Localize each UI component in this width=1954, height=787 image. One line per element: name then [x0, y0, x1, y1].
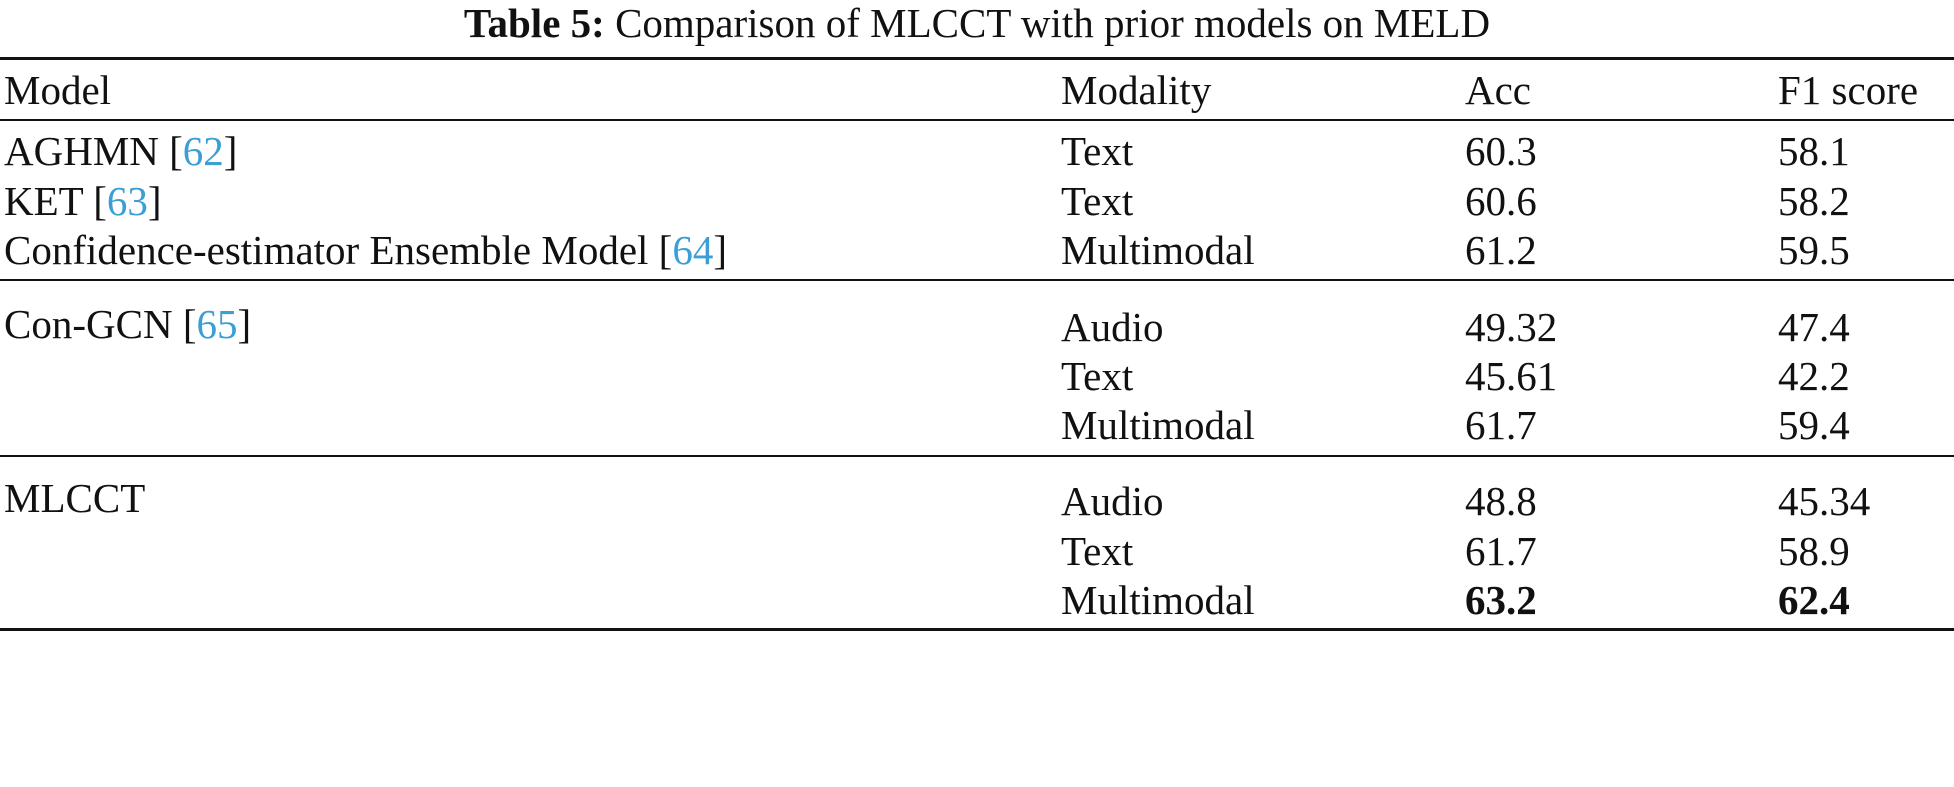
- model-name: Con-GCN [: [4, 301, 197, 347]
- model-name: AGHMN [: [4, 128, 183, 174]
- bottom-rule: [0, 628, 1954, 631]
- citation-link[interactable]: 63: [106, 178, 148, 224]
- bracket: ]: [223, 128, 238, 174]
- citation-link[interactable]: 65: [196, 301, 238, 347]
- header-model: Model: [4, 67, 112, 113]
- row-mlcct-audio-acc: 48.8: [1465, 478, 1537, 524]
- row-congcn-text-f1: 42.2: [1778, 353, 1850, 399]
- row-congcn-text-modality: Text: [1061, 353, 1134, 399]
- row-congcn-text-acc: 45.61: [1465, 353, 1558, 399]
- row-ensemble-f1: 59.5: [1778, 227, 1850, 273]
- row-ensemble-model: Confidence-estimator Ensemble Model [64]: [4, 226, 727, 274]
- bracket: ]: [713, 227, 727, 273]
- row-congcn-audio-modality: Audio: [1061, 304, 1164, 350]
- header-f1: F1 score: [1778, 67, 1919, 113]
- model-name: KET [: [4, 178, 107, 224]
- row-congcn-multimodal-f1: 59.4: [1778, 402, 1850, 448]
- header-acc: Acc: [1465, 67, 1532, 113]
- row-aghmn-acc: 60.3: [1465, 128, 1537, 174]
- citation-link[interactable]: 64: [672, 227, 714, 273]
- bracket: ]: [237, 301, 252, 347]
- row-mlcct-audio-modality: Audio: [1061, 478, 1164, 524]
- header-rule: [0, 119, 1954, 121]
- row-congcn-audio-f1: 47.4: [1778, 304, 1850, 350]
- header-modality: Modality: [1061, 67, 1212, 113]
- row-mlcct-audio-f1: 45.34: [1778, 478, 1871, 524]
- row-ensemble-modality: Multimodal: [1061, 227, 1255, 273]
- citation-link[interactable]: 62: [182, 128, 224, 174]
- row-congcn-multimodal-acc: 61.7: [1465, 402, 1537, 448]
- row-congcn-model: Con-GCN [65]: [4, 300, 251, 348]
- row-aghmn-modality: Text: [1061, 128, 1134, 174]
- row-mlcct-model: MLCCT: [4, 475, 146, 521]
- caption-label: Table 5:: [463, 0, 605, 46]
- top-rule: [0, 57, 1954, 60]
- row-mlcct-multimodal-acc: 63.2: [1465, 577, 1537, 623]
- row-mlcct-text-modality: Text: [1061, 528, 1134, 574]
- row-aghmn-f1: 58.1: [1778, 128, 1850, 174]
- row-congcn-audio-acc: 49.32: [1465, 304, 1558, 350]
- row-ket-f1: 58.2: [1778, 178, 1850, 224]
- row-ket-modality: Text: [1061, 178, 1134, 224]
- caption-text: Comparison of MLCCT with prior models on…: [615, 0, 1491, 46]
- row-mlcct-text-acc: 61.7: [1465, 528, 1537, 574]
- row-congcn-multimodal-modality: Multimodal: [1061, 402, 1255, 448]
- model-name: Confidence-estimator Ensemble Model [: [4, 227, 673, 273]
- row-aghmn-model: AGHMN [62]: [4, 127, 237, 175]
- row-mlcct-text-f1: 58.9: [1778, 528, 1850, 574]
- group-rule: [0, 279, 1954, 281]
- row-mlcct-multimodal-f1: 62.4: [1778, 577, 1850, 623]
- row-ensemble-acc: 61.2: [1465, 227, 1537, 273]
- bracket: ]: [147, 178, 162, 224]
- table-caption: Table 5: Comparison of MLCCT with prior …: [0, 0, 1954, 56]
- row-ket-acc: 60.6: [1465, 178, 1537, 224]
- group-rule: [0, 455, 1954, 457]
- row-mlcct-multimodal-modality: Multimodal: [1061, 577, 1255, 623]
- row-ket-model: KET [63]: [4, 177, 162, 225]
